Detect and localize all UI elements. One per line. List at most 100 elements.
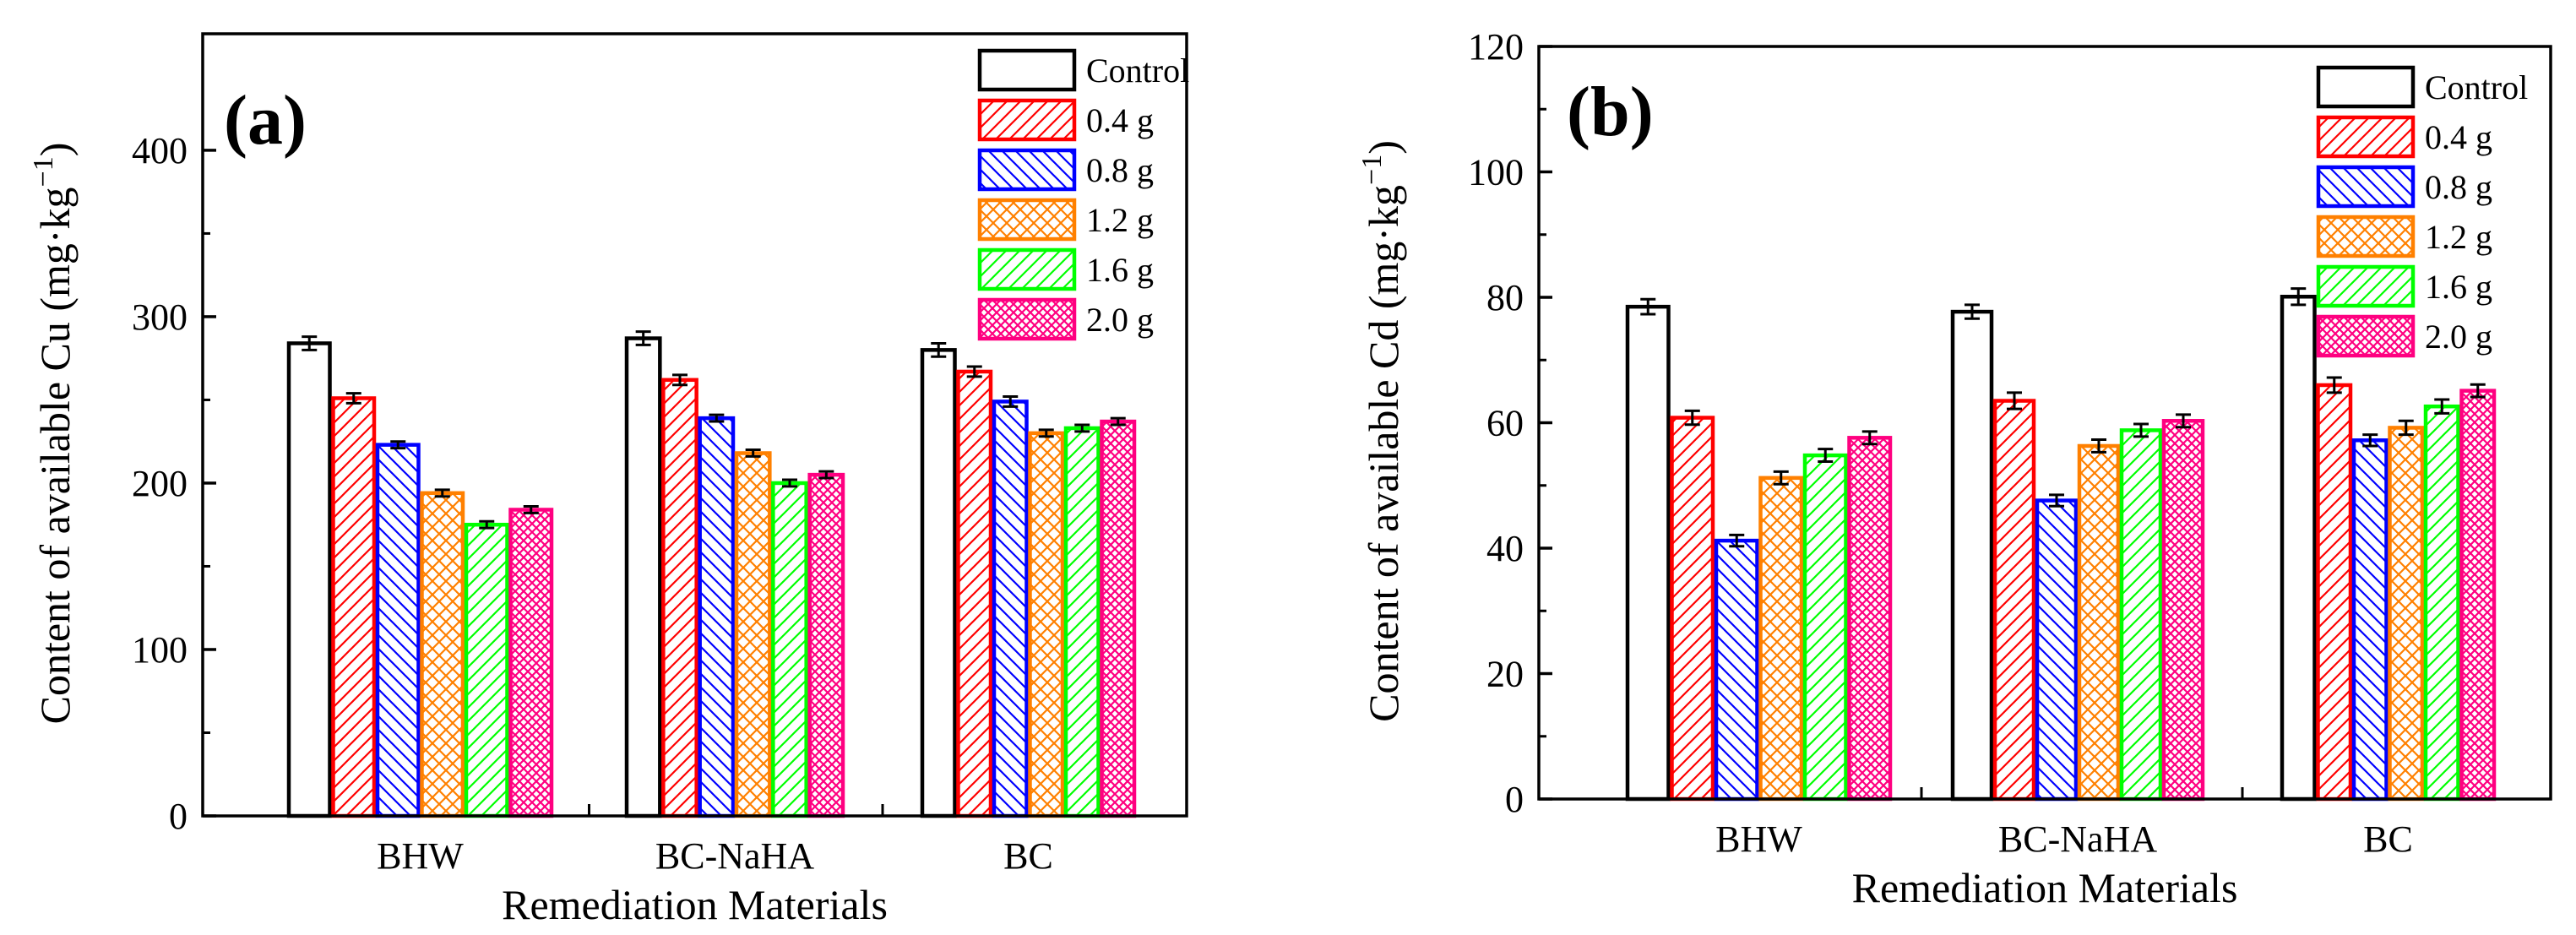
- error-bar: [672, 373, 687, 387]
- y-tick-label: 0: [169, 796, 187, 837]
- legend-swatch: [2316, 264, 2416, 308]
- bar-bc-naha-16g: [2119, 428, 2163, 802]
- y-axis-unit-exponent: −1: [28, 156, 59, 187]
- category-label: BC: [1003, 835, 1053, 877]
- bar-bc-control: [2280, 295, 2317, 802]
- legend-label: 0.8 g: [1086, 151, 1154, 189]
- bar-bc-20g: [1100, 419, 1137, 818]
- panel-label: (a): [224, 81, 307, 160]
- legend-label: 0.8 g: [2425, 168, 2492, 206]
- error-bar: [2007, 391, 2022, 410]
- legend: Control 0.4 g 0.8 g 1.2 g 1.6 g 2.0 g: [2316, 65, 2528, 358]
- legend-swatch: [2316, 165, 2416, 209]
- legend-swatch: [2316, 215, 2416, 258]
- panel-label: (b): [1567, 73, 1654, 151]
- legend-label: 1.6 g: [1086, 251, 1154, 289]
- y-tick-label: 120: [1468, 26, 1524, 68]
- legend-swatch: [977, 198, 1077, 242]
- error-bar: [1640, 297, 1656, 316]
- error-bar: [2133, 422, 2149, 438]
- bar-bc-16g: [2423, 404, 2460, 802]
- error-bar: [1818, 448, 1834, 464]
- error-bar: [2398, 419, 2414, 437]
- bar-bc-naha-04g: [661, 378, 698, 818]
- legend: Control 0.4 g 0.8 g 1.2 g 1.6 g 2.0 g: [977, 48, 1189, 341]
- bar-bhw-16g: [464, 522, 509, 818]
- error-bar: [2049, 493, 2064, 508]
- error-bar: [709, 413, 725, 423]
- bar-bc-naha-08g: [698, 416, 736, 818]
- error-bar: [434, 488, 450, 498]
- bar-bc-naha-20g: [2161, 419, 2205, 802]
- bar-bc-12g: [2388, 426, 2425, 802]
- error-bar: [1110, 416, 1126, 427]
- legend-swatch: [977, 247, 1077, 291]
- bar-bc-08g: [992, 400, 1029, 818]
- error-bar: [818, 470, 834, 480]
- error-bar: [1684, 409, 1700, 427]
- bar-bc-naha-12g: [2077, 443, 2121, 802]
- legend-swatch: [2316, 115, 2416, 159]
- error-bar: [479, 519, 495, 530]
- bar-bhw-12g: [1758, 476, 1804, 802]
- y-axis-title-main: Content of available Cu: [31, 312, 79, 725]
- y-tick-label: 200: [132, 463, 187, 504]
- legend-swatch: [2316, 314, 2416, 358]
- bar-bc-04g: [956, 369, 993, 818]
- legend-label: 0.4 g: [1086, 101, 1154, 139]
- y-tick-label: 100: [1468, 152, 1524, 193]
- legend-label: 1.2 g: [1086, 201, 1154, 239]
- y-tick-label: 80: [1486, 277, 1524, 318]
- error-bar: [1003, 395, 1019, 408]
- bar-bhw-12g: [420, 491, 465, 818]
- y-axis-unit-close: ): [1360, 140, 1407, 155]
- legend-label: 0.4 g: [2425, 118, 2492, 156]
- error-bar: [2362, 433, 2378, 448]
- error-bar: [390, 440, 406, 450]
- y-tick-label: 60: [1486, 403, 1524, 444]
- legend-swatch: [2316, 65, 2416, 109]
- bar-bhw-04g: [1670, 416, 1715, 802]
- legend-swatch: [977, 148, 1077, 192]
- error-bar: [302, 335, 318, 351]
- error-bar: [1074, 423, 1090, 433]
- bar-bhw-16g: [1802, 453, 1848, 802]
- error-bar: [782, 478, 797, 488]
- y-axis-unit-exponent: −1: [1356, 155, 1388, 185]
- legend-label: Control: [2425, 68, 2528, 106]
- bar-bc-naha-12g: [734, 451, 772, 818]
- bar-bc-naha-control: [1950, 309, 1994, 802]
- category-label: BC-NaHA: [655, 835, 814, 877]
- bar-bc-04g: [2316, 383, 2353, 802]
- error-bar: [2291, 287, 2307, 307]
- bar-bhw-08g: [1714, 538, 1759, 802]
- y-tick-label: 400: [132, 130, 187, 171]
- error-bar: [966, 365, 982, 378]
- error-bar: [635, 330, 651, 346]
- error-bar: [1773, 470, 1789, 486]
- panel-a: BHW BC-NaHA BC 0 100 200 300 400 Remediation Mat…: [28, 32, 1189, 928]
- category-label: BC-NaHA: [1998, 818, 2157, 860]
- y-axis-title: Content of available Cd (mg·kg−1): [1356, 140, 1407, 722]
- plot-frame: [201, 32, 1188, 818]
- error-bar: [345, 392, 361, 405]
- y-tick-label: 300: [132, 296, 187, 338]
- bar-bhw-control: [1625, 304, 1671, 802]
- y-tick-label: 20: [1486, 654, 1524, 695]
- bar-bhw-08g: [375, 443, 421, 818]
- legend-swatch: [977, 48, 1077, 92]
- category-label: BHW: [377, 835, 464, 877]
- bar-bhw-04g: [331, 396, 377, 818]
- y-axis-title: Content of available Cu (mg·kg−1): [28, 143, 79, 725]
- bar-bc-naha-control: [624, 336, 662, 818]
- bar-bc-12g: [1028, 431, 1065, 818]
- category-label: BC: [2363, 818, 2413, 860]
- error-bar: [1038, 428, 1054, 438]
- error-bar: [745, 448, 761, 458]
- y-tick-label: 40: [1486, 528, 1524, 569]
- bar-bc-08g: [2351, 438, 2389, 802]
- y-axis-title-main: Content of available Cd: [1360, 309, 1407, 722]
- error-bar: [2176, 413, 2191, 429]
